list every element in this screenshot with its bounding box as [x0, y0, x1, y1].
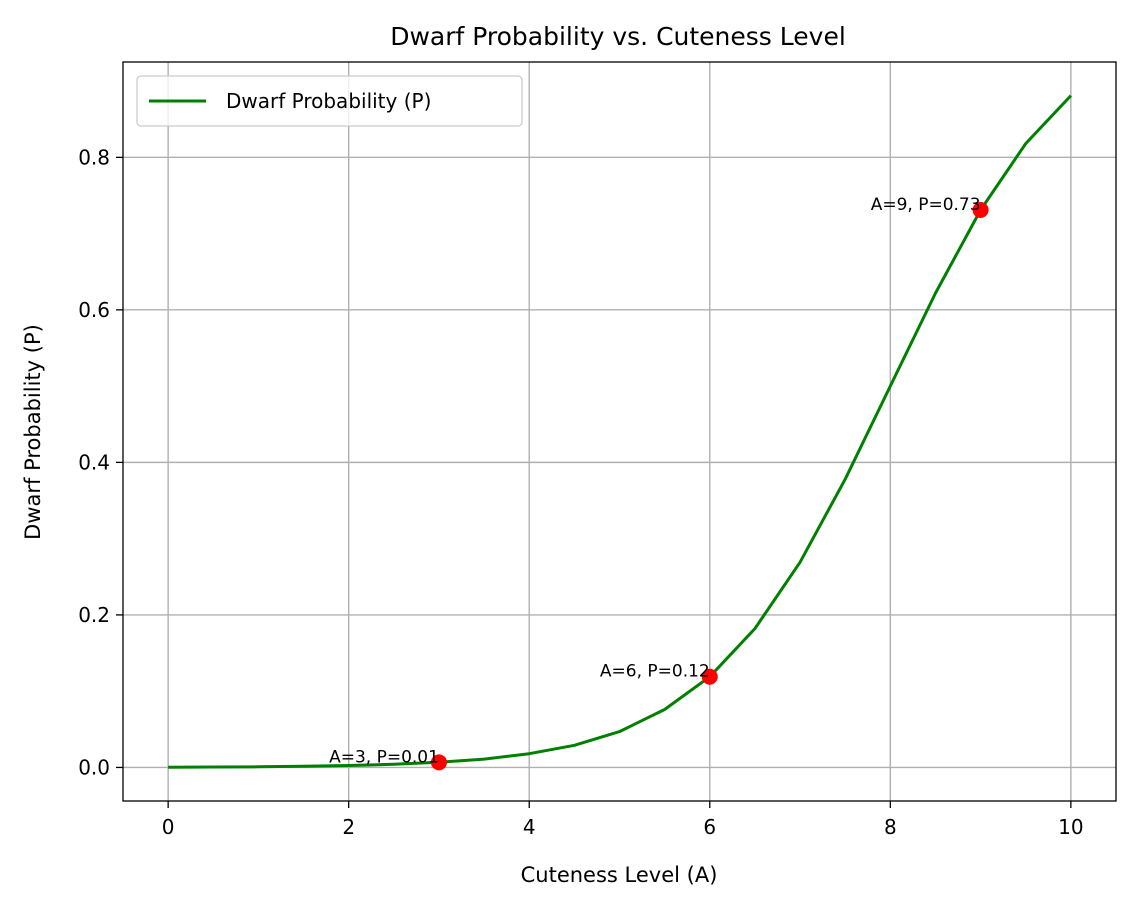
point-annotations: A=3, P=0.01 A=6, P=0.12 A=9, P=0.73 — [329, 195, 980, 767]
y-tick-label: 0.6 — [78, 298, 110, 322]
plot-frame — [122, 61, 1117, 802]
series-line — [168, 94, 1072, 769]
chart-title: Dwarf Probability vs. Cuteness Level — [390, 22, 846, 51]
legend-label: Dwarf Probability (P) — [226, 89, 431, 113]
highlight-points — [430, 201, 989, 771]
x-axis-label: Cuteness Level (A) — [521, 863, 718, 887]
legend: Dwarf Probability (P) — [136, 75, 523, 127]
y-tick-label: 0.4 — [78, 450, 110, 474]
x-tick-label: 4 — [523, 815, 536, 839]
series-lines — [168, 94, 1072, 769]
grid — [123, 62, 1116, 801]
x-tick-label: 6 — [703, 815, 716, 839]
y-tick-label: 0.2 — [78, 603, 110, 627]
data-point — [701, 668, 718, 685]
point-annotation: A=6, P=0.12 — [600, 662, 710, 682]
y-tick-label: 0.0 — [78, 755, 110, 779]
x-tick-label: 2 — [342, 815, 355, 839]
x-tick-label: 0 — [162, 815, 175, 839]
y-axis-label: Dwarf Probability (P) — [21, 324, 45, 540]
point-annotation: A=9, P=0.73 — [871, 195, 981, 215]
x-tick-label: 10 — [1058, 815, 1083, 839]
legend-box — [136, 75, 523, 127]
x-tick-label: 8 — [884, 815, 897, 839]
data-point — [972, 201, 989, 218]
plot-area — [123, 62, 1116, 801]
axis-ticks: 0 2 4 6 8 10 0.0 0.2 0.4 0.6 0.8 — [78, 145, 1083, 839]
data-point — [430, 754, 447, 771]
point-annotation: A=3, P=0.01 — [329, 747, 439, 767]
y-tick-label: 0.8 — [78, 145, 110, 169]
